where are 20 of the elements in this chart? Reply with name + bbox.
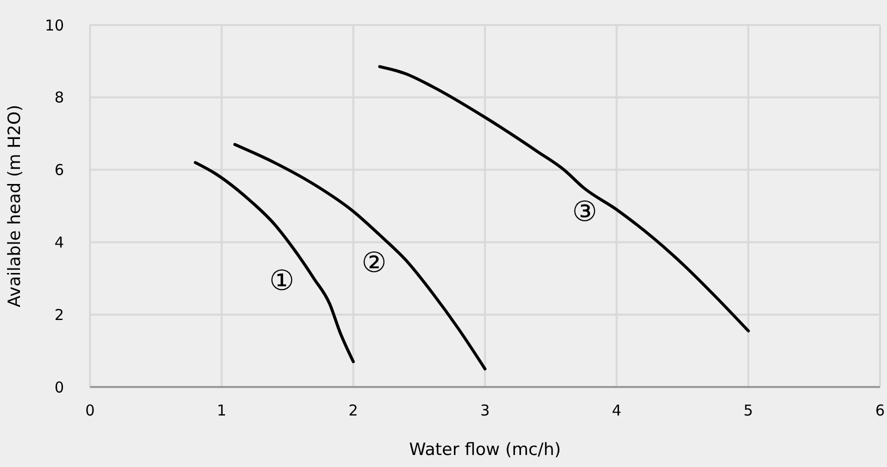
x-tick-label: 0 — [85, 402, 95, 420]
x-axis-title: Water flow (mc/h) — [409, 440, 561, 460]
series-label: ① — [269, 264, 294, 297]
y-axis-title: Available head (m H2O) — [5, 104, 26, 308]
series-label: ② — [361, 246, 387, 279]
x-tick-label: 6 — [875, 402, 885, 420]
y-tick-label: 2 — [54, 306, 64, 324]
x-tick-label: 5 — [744, 402, 754, 420]
y-tick-label: 4 — [54, 234, 64, 252]
x-tick-label: 4 — [612, 402, 622, 420]
line-series — [233, 142, 486, 370]
y-tick-label: 10 — [44, 16, 64, 34]
x-tick-label: 3 — [480, 402, 490, 420]
y-tick-label: 0 — [54, 378, 64, 396]
x-tick-label: 2 — [348, 402, 358, 420]
y-tick-label: 8 — [54, 88, 64, 107]
line-series — [194, 161, 355, 364]
series-label: ③ — [572, 195, 598, 228]
y-tick-label: 6 — [54, 161, 64, 180]
x-tick-label: 1 — [216, 402, 226, 420]
